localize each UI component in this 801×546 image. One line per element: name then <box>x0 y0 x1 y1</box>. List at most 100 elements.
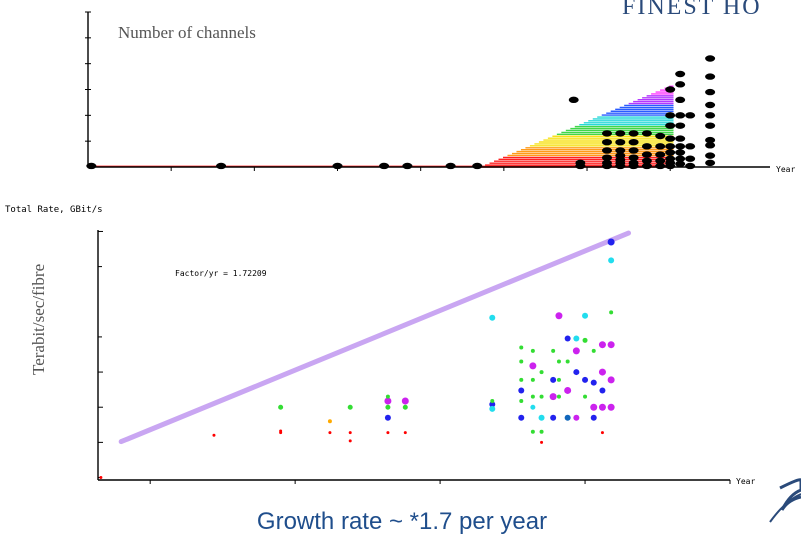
rate-point <box>539 370 544 375</box>
rate-point <box>609 310 614 315</box>
channels-point <box>628 154 639 161</box>
rate-point <box>607 341 615 349</box>
rate-point <box>608 257 615 264</box>
channels-x-axis-label: Year <box>776 165 795 174</box>
rate-point <box>598 368 606 376</box>
channels-point <box>575 162 586 170</box>
channels-point <box>445 162 456 170</box>
rate-point <box>556 394 561 399</box>
rate-point <box>572 347 580 355</box>
rate-point <box>538 414 545 421</box>
channels-point <box>685 162 696 170</box>
rate-x-axis-label: Year <box>736 477 755 486</box>
rate-point <box>564 386 572 394</box>
channels-point <box>705 136 716 144</box>
channels-point <box>675 143 686 150</box>
rate-point <box>599 387 606 394</box>
channels-point <box>705 122 716 129</box>
rate-point <box>348 431 352 435</box>
channels-chart: Number of channels Year <box>85 11 795 174</box>
rate-point <box>549 393 557 401</box>
rate-point <box>607 376 615 384</box>
channels-point <box>675 135 686 142</box>
channels-chart-title: Number of channels <box>118 23 256 42</box>
corner-brand-text: FINEST HO <box>622 0 762 20</box>
rate-point <box>328 431 332 435</box>
channels-point <box>655 162 666 170</box>
channels-point <box>675 155 686 162</box>
rate-point <box>530 394 535 399</box>
channels-point <box>216 162 227 170</box>
channels-point <box>705 73 716 80</box>
rate-point <box>539 429 544 434</box>
rate-point <box>555 312 563 320</box>
channels-point <box>86 162 97 170</box>
channels-point <box>685 112 696 119</box>
channel-band <box>88 85 674 168</box>
rate-point <box>212 433 216 437</box>
channels-point <box>675 112 686 119</box>
channels-point <box>665 86 676 93</box>
channels-point <box>655 143 666 150</box>
rate-point <box>540 440 544 444</box>
rate-point <box>530 348 535 353</box>
rate-point <box>327 419 332 424</box>
channels-point <box>675 70 686 78</box>
rate-point <box>530 377 535 382</box>
rate-point <box>591 348 596 353</box>
channels-point <box>641 143 652 150</box>
rate-point <box>347 404 353 410</box>
channels-point <box>655 151 666 158</box>
rate-point <box>489 405 496 412</box>
channels-point <box>641 157 652 164</box>
rate-point <box>490 399 495 404</box>
rate-point <box>550 414 557 421</box>
rate-point <box>519 377 524 382</box>
channels-point <box>705 55 716 62</box>
logo-partial-icon <box>769 478 801 523</box>
rate-point <box>348 439 352 443</box>
rate-point <box>556 377 561 382</box>
channels-point <box>472 162 483 170</box>
channels-point <box>402 162 413 170</box>
rate-chart-title: Total Rate, GBit/s <box>5 205 103 215</box>
rate-point <box>598 341 606 349</box>
channels-point <box>665 162 676 170</box>
channels-point <box>705 112 716 119</box>
rate-point <box>489 401 496 408</box>
rate-point <box>518 414 525 421</box>
rate-point <box>573 369 580 376</box>
channels-point <box>615 130 626 137</box>
rate-point <box>598 403 606 411</box>
channels-point <box>675 160 686 168</box>
channels-point <box>675 81 686 88</box>
channels-point <box>705 142 716 149</box>
rate-point <box>551 348 556 353</box>
rate-point <box>583 394 588 399</box>
rate-point <box>529 362 537 370</box>
channels-point <box>601 147 612 154</box>
channels-point <box>615 162 626 170</box>
rate-point <box>403 431 407 435</box>
rate-point <box>607 403 615 411</box>
rate-point <box>573 414 580 421</box>
rate-point <box>519 345 524 350</box>
channels-point <box>705 152 716 159</box>
rate-y-axis-label: Terabit/sec/fibre <box>29 264 48 375</box>
channels-point <box>601 130 612 137</box>
rate-point <box>582 337 588 343</box>
channels-point <box>675 96 686 104</box>
channels-point <box>665 135 676 142</box>
channels-point <box>665 122 676 129</box>
rate-point <box>386 431 390 435</box>
rate-fit-line <box>118 230 632 445</box>
rate-axes <box>97 230 731 484</box>
channels-point <box>628 147 639 154</box>
rate-point <box>385 404 391 410</box>
channels-point <box>665 149 676 156</box>
rate-point <box>582 312 589 319</box>
rate-points <box>99 238 615 480</box>
rate-chart: Total Rate, GBit/s Terabit/sec/fibre Fac… <box>5 205 755 486</box>
